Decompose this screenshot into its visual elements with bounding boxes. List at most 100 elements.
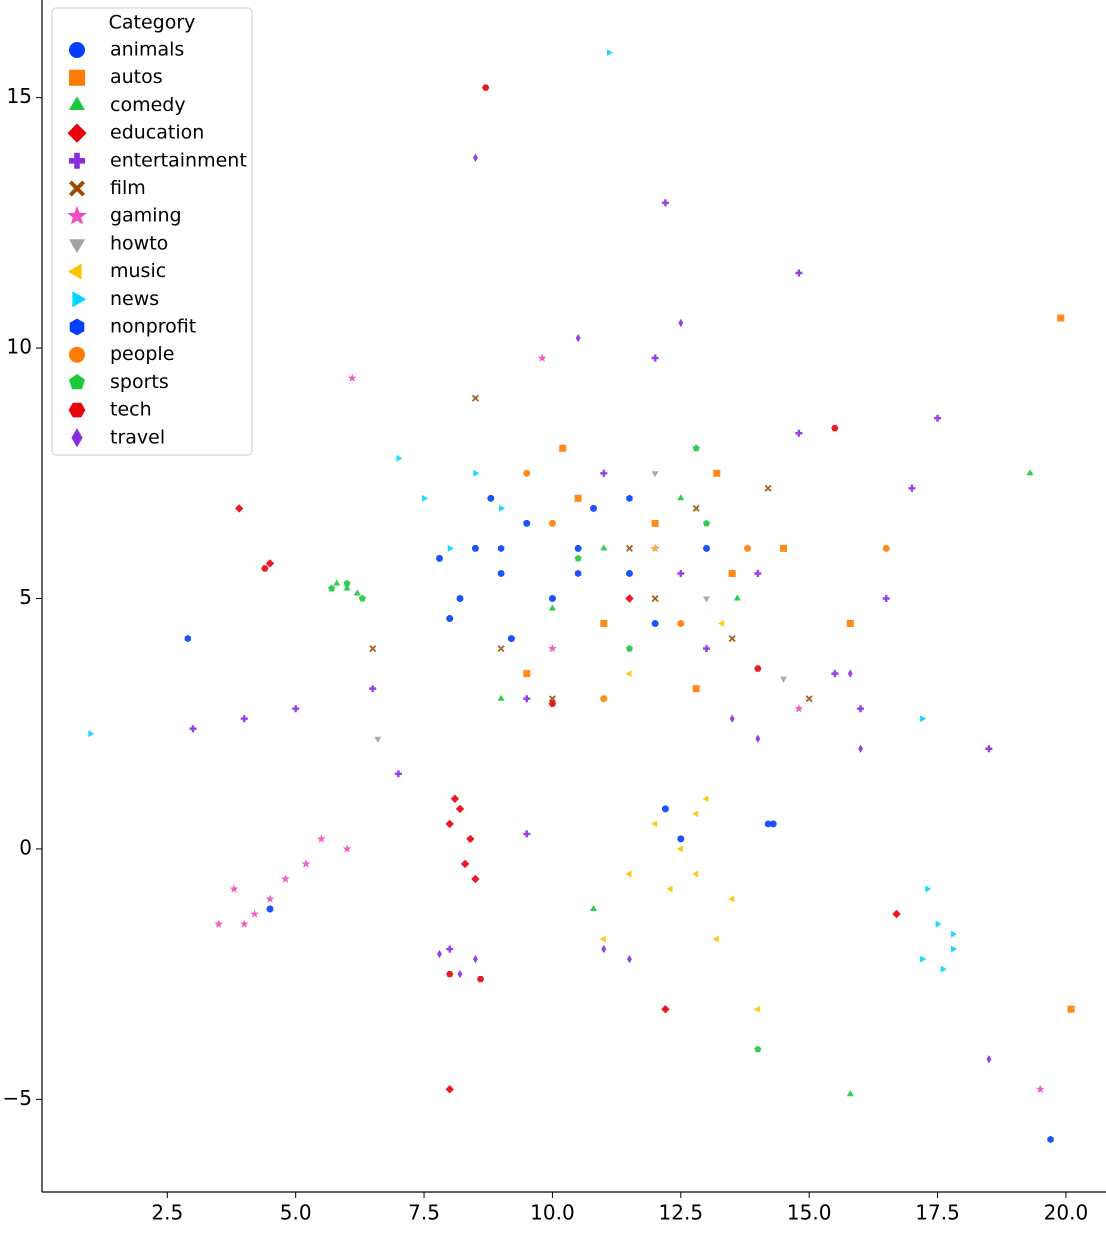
point	[985, 745, 993, 753]
legend-label: animals	[110, 39, 184, 61]
point	[473, 954, 478, 964]
legend-label: entertainment	[110, 149, 247, 171]
point	[333, 579, 341, 586]
point	[548, 519, 556, 527]
point	[626, 494, 633, 502]
y-tick-label: −5	[3, 1086, 32, 1110]
point	[754, 570, 762, 577]
x-tick-label: 20.0	[1044, 1201, 1089, 1225]
point	[184, 634, 191, 643]
x-tick-label: 12.5	[659, 1201, 704, 1225]
point	[651, 595, 659, 602]
point	[281, 874, 290, 883]
point	[755, 734, 761, 743]
point	[651, 519, 659, 527]
x-tick-label: 10.0	[530, 1201, 575, 1225]
point	[460, 859, 470, 869]
point	[292, 705, 300, 713]
point	[717, 620, 724, 627]
point	[625, 870, 632, 878]
point	[702, 795, 709, 803]
point	[666, 885, 673, 893]
point	[446, 945, 454, 953]
point	[446, 971, 454, 978]
point	[574, 569, 582, 578]
point	[651, 620, 659, 628]
point	[328, 584, 336, 592]
point	[728, 570, 736, 577]
point	[627, 954, 632, 964]
y-tick-label: 5	[19, 585, 32, 609]
point	[497, 645, 505, 653]
point	[456, 595, 464, 603]
point	[523, 519, 531, 527]
point	[358, 594, 366, 602]
legend-marker	[67, 263, 82, 280]
point	[523, 670, 531, 678]
point	[744, 544, 752, 552]
point	[692, 444, 700, 452]
point	[729, 714, 735, 723]
point	[795, 269, 803, 277]
legend-label: howto	[110, 232, 168, 254]
point	[446, 615, 454, 623]
point	[445, 819, 454, 829]
point	[445, 1085, 454, 1094]
point	[599, 935, 606, 943]
point	[882, 595, 890, 602]
point	[499, 504, 506, 512]
point	[920, 715, 927, 723]
legend-marker	[69, 96, 85, 110]
legend-label: autos	[110, 66, 163, 88]
point	[548, 700, 557, 707]
point	[574, 554, 582, 562]
point	[466, 834, 475, 844]
point	[455, 804, 465, 814]
point	[713, 469, 721, 477]
legend-label: film	[110, 177, 146, 199]
legend-label: comedy	[110, 94, 186, 116]
point	[951, 945, 957, 953]
point	[523, 695, 531, 703]
point	[847, 669, 853, 678]
point	[548, 695, 556, 703]
point	[940, 965, 947, 973]
point	[846, 1090, 854, 1097]
x-tick-label: 7.5	[408, 1201, 440, 1225]
point	[831, 670, 839, 678]
point	[1047, 1135, 1054, 1144]
point	[661, 805, 669, 813]
y-tick-label: 10	[7, 335, 32, 359]
point	[677, 494, 685, 501]
point	[507, 635, 515, 643]
point	[88, 730, 95, 738]
point	[1026, 469, 1034, 476]
point	[780, 544, 787, 552]
point	[661, 199, 669, 207]
legend-label: gaming	[110, 205, 182, 227]
point	[347, 373, 357, 382]
point	[934, 414, 942, 422]
point	[600, 620, 608, 627]
point	[353, 589, 361, 596]
point	[601, 944, 607, 954]
legend-marker	[72, 291, 87, 308]
legend-label: music	[110, 260, 166, 282]
point	[625, 670, 632, 678]
point	[369, 645, 377, 653]
points	[88, 49, 1075, 1144]
point	[951, 930, 957, 938]
x-tick-label: 2.5	[151, 1201, 183, 1225]
point	[794, 704, 804, 713]
point	[457, 969, 463, 979]
point	[1067, 1005, 1075, 1013]
point	[317, 834, 326, 843]
point	[189, 725, 197, 733]
point	[537, 353, 547, 362]
point	[301, 859, 311, 868]
point	[497, 544, 505, 553]
point	[497, 694, 505, 701]
legend-title: Category	[109, 12, 196, 34]
point	[606, 49, 613, 57]
point	[712, 935, 719, 943]
